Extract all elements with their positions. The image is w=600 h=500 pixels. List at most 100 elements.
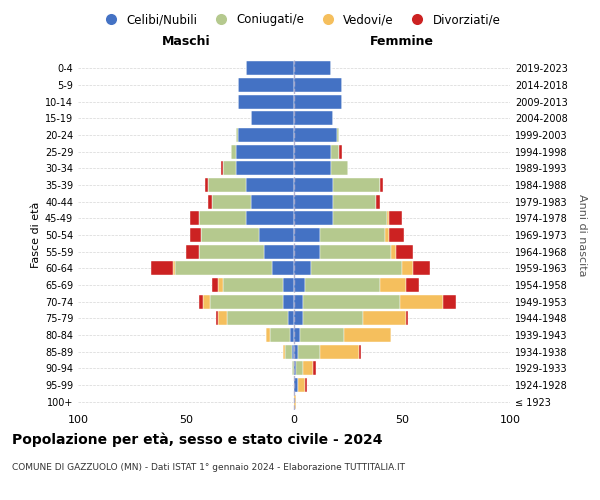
Bar: [294, 344, 298, 359]
Bar: [294, 144, 331, 159]
Text: Maschi: Maschi: [161, 36, 211, 49]
Bar: [223, 162, 236, 175]
Bar: [238, 128, 294, 142]
Bar: [212, 278, 218, 292]
Bar: [333, 178, 380, 192]
Bar: [199, 211, 247, 226]
Bar: [283, 278, 294, 292]
Bar: [294, 62, 331, 76]
Bar: [294, 311, 302, 326]
Bar: [266, 328, 270, 342]
Bar: [201, 228, 259, 242]
Bar: [294, 394, 296, 409]
Bar: [363, 311, 406, 326]
Bar: [302, 311, 363, 326]
Bar: [247, 62, 294, 76]
Bar: [294, 361, 296, 376]
Bar: [406, 278, 419, 292]
Bar: [212, 194, 251, 209]
Bar: [175, 261, 272, 276]
Bar: [292, 361, 294, 376]
Bar: [294, 194, 333, 209]
Bar: [385, 228, 389, 242]
Bar: [301, 328, 344, 342]
Bar: [294, 261, 311, 276]
Bar: [294, 94, 341, 109]
Bar: [236, 162, 294, 175]
Bar: [294, 228, 320, 242]
Bar: [286, 344, 292, 359]
Bar: [333, 194, 376, 209]
Bar: [203, 294, 210, 308]
Bar: [216, 311, 218, 326]
Bar: [290, 328, 294, 342]
Bar: [199, 244, 264, 259]
Bar: [259, 228, 294, 242]
Bar: [294, 78, 341, 92]
Bar: [270, 328, 290, 342]
Bar: [400, 294, 443, 308]
Bar: [320, 228, 385, 242]
Bar: [272, 261, 294, 276]
Bar: [173, 261, 175, 276]
Bar: [305, 278, 380, 292]
Text: Femmine: Femmine: [370, 36, 434, 49]
Bar: [294, 128, 337, 142]
Bar: [223, 278, 283, 292]
Bar: [251, 112, 294, 126]
Bar: [283, 344, 286, 359]
Bar: [218, 311, 227, 326]
Bar: [208, 194, 212, 209]
Bar: [247, 178, 294, 192]
Bar: [238, 94, 294, 109]
Bar: [294, 294, 302, 308]
Bar: [221, 162, 223, 175]
Y-axis label: Anni di nascita: Anni di nascita: [577, 194, 587, 276]
Legend: Celibi/Nubili, Coniugati/e, Vedovi/e, Divorziati/e: Celibi/Nubili, Coniugati/e, Vedovi/e, Di…: [95, 8, 505, 31]
Bar: [406, 311, 409, 326]
Bar: [236, 144, 294, 159]
Bar: [208, 178, 247, 192]
Bar: [340, 144, 341, 159]
Bar: [238, 78, 294, 92]
Bar: [389, 228, 404, 242]
Bar: [331, 162, 348, 175]
Bar: [190, 211, 199, 226]
Bar: [294, 211, 333, 226]
Bar: [380, 178, 383, 192]
Bar: [296, 361, 302, 376]
Bar: [218, 278, 223, 292]
Bar: [294, 328, 301, 342]
Bar: [232, 144, 236, 159]
Text: COMUNE DI GAZZUOLO (MN) - Dati ISTAT 1° gennaio 2024 - Elaborazione TUTTITALIA.I: COMUNE DI GAZZUOLO (MN) - Dati ISTAT 1° …: [12, 462, 405, 471]
Bar: [413, 261, 430, 276]
Bar: [389, 211, 402, 226]
Bar: [302, 294, 400, 308]
Bar: [320, 344, 359, 359]
Bar: [264, 244, 294, 259]
Bar: [298, 378, 305, 392]
Bar: [294, 178, 333, 192]
Bar: [391, 244, 395, 259]
Bar: [210, 294, 283, 308]
Bar: [402, 261, 413, 276]
Bar: [227, 311, 287, 326]
Text: Popolazione per età, sesso e stato civile - 2024: Popolazione per età, sesso e stato civil…: [12, 432, 383, 447]
Bar: [359, 344, 361, 359]
Bar: [387, 211, 389, 226]
Bar: [305, 378, 307, 392]
Bar: [311, 261, 402, 276]
Bar: [190, 228, 201, 242]
Bar: [294, 162, 331, 175]
Bar: [205, 178, 208, 192]
Bar: [283, 294, 294, 308]
Bar: [294, 278, 305, 292]
Bar: [199, 294, 203, 308]
Bar: [292, 344, 294, 359]
Bar: [151, 261, 173, 276]
Bar: [320, 244, 391, 259]
Bar: [186, 244, 199, 259]
Bar: [333, 211, 387, 226]
Bar: [313, 361, 316, 376]
Bar: [294, 244, 320, 259]
